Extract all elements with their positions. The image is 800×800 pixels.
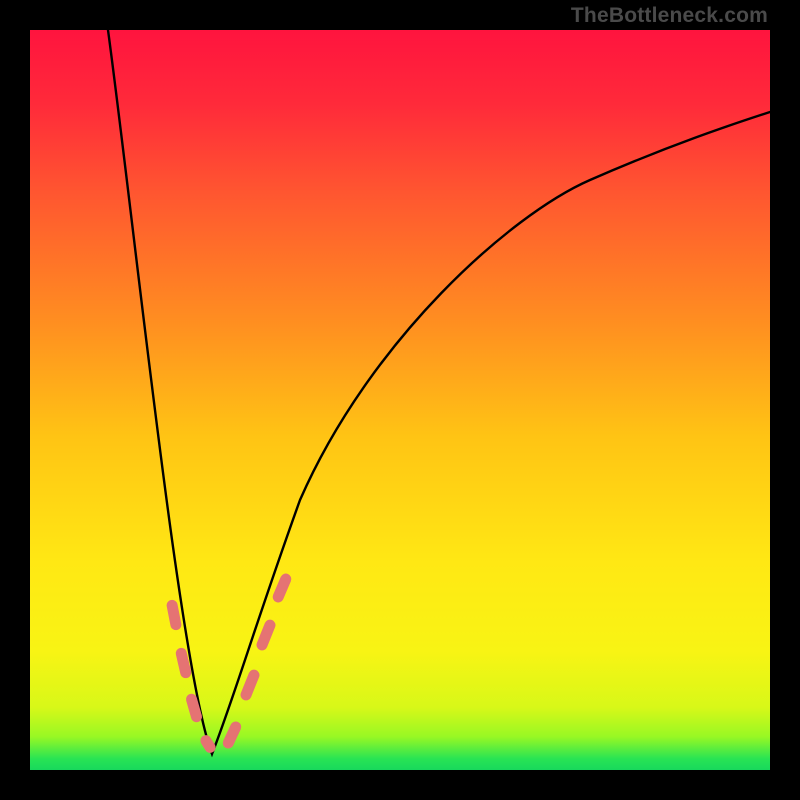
bottleneck-chart <box>30 30 770 770</box>
gradient-background <box>30 30 770 770</box>
chart-frame: TheBottleneck.com <box>0 0 800 800</box>
watermark-text: TheBottleneck.com <box>571 4 768 28</box>
